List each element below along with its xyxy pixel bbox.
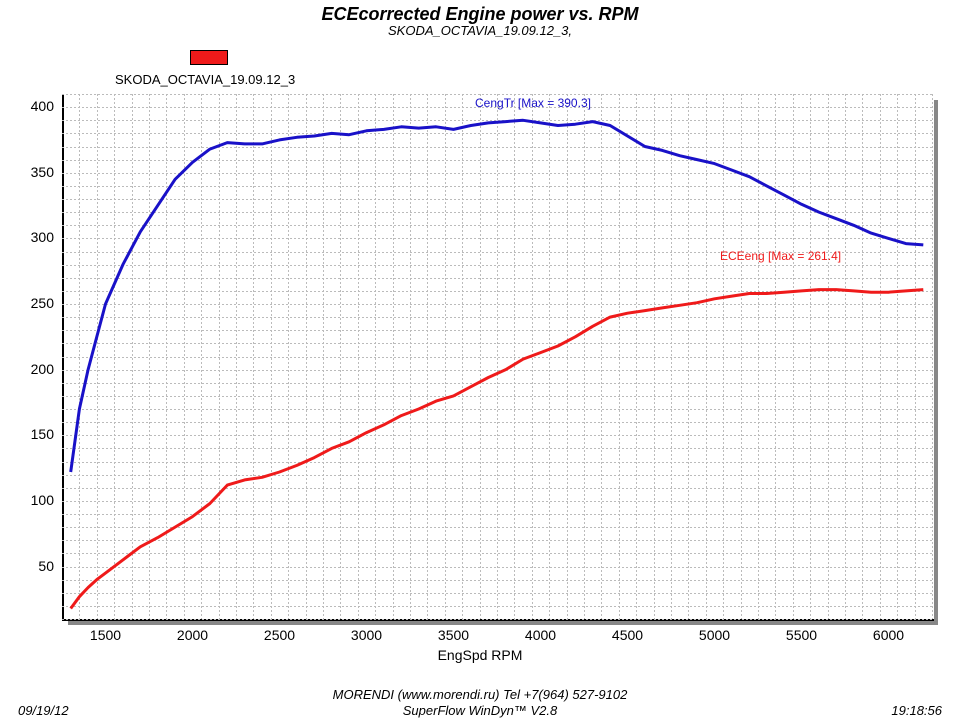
footer-line1: MORENDI (www.morendi.ru) Tel +7(964) 527… [0, 687, 960, 702]
series-ECEeng [71, 290, 924, 609]
series-label: ECEeng [Max = 261.4] [720, 249, 841, 263]
x-axis-label: EngSpd RPM [0, 647, 960, 663]
series-label: CengTr [Max = 390.3] [475, 96, 591, 110]
plot-svg [0, 4, 960, 724]
footer-time: 19:18:56 [891, 703, 942, 718]
footer-line2: SuperFlow WinDyn™ V2.8 [0, 703, 960, 718]
series-CengTr [71, 120, 924, 472]
